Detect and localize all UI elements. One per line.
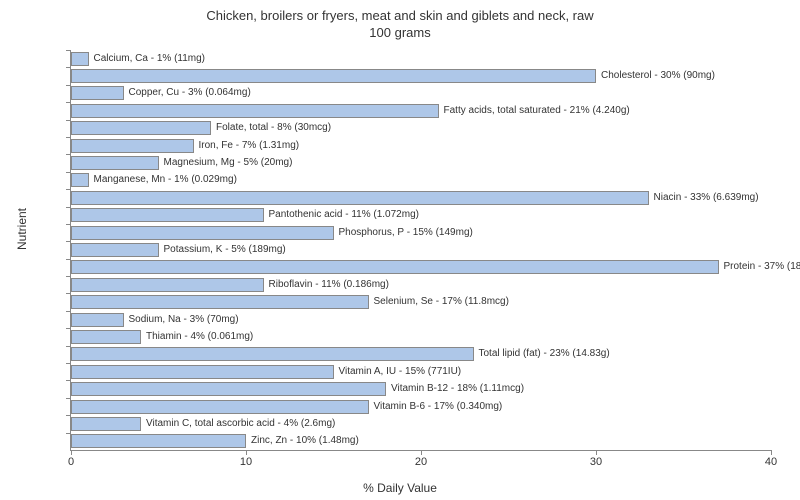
bar xyxy=(71,260,719,274)
bar xyxy=(71,208,264,222)
y-tick-mark xyxy=(66,293,71,294)
x-tick-label: 10 xyxy=(240,456,252,468)
y-tick-mark xyxy=(66,120,71,121)
bar-label: Selenium, Se - 17% (11.8mcg) xyxy=(374,295,509,309)
bar xyxy=(71,69,596,83)
bar-label: Vitamin C, total ascorbic acid - 4% (2.6… xyxy=(146,417,335,431)
bar xyxy=(71,365,334,379)
x-tick-mark xyxy=(771,450,772,455)
title-line-2: 100 grams xyxy=(369,25,430,40)
y-tick-mark xyxy=(66,189,71,190)
bar-label: Magnesium, Mg - 5% (20mg) xyxy=(164,156,293,170)
bar-label: Cholesterol - 30% (90mg) xyxy=(601,69,715,83)
bar xyxy=(71,243,159,257)
y-tick-mark xyxy=(66,50,71,51)
bar-label: Vitamin B-6 - 17% (0.340mg) xyxy=(374,400,503,414)
bar xyxy=(71,86,124,100)
bar xyxy=(71,121,211,135)
y-tick-mark xyxy=(66,259,71,260)
bar-label: Protein - 37% (18.33g) xyxy=(724,260,800,274)
bar xyxy=(71,278,264,292)
bar xyxy=(71,313,124,327)
bar-label: Pantothenic acid - 11% (1.072mg) xyxy=(269,208,419,222)
bar xyxy=(71,104,439,118)
x-tick-label: 20 xyxy=(415,456,427,468)
bar-label: Iron, Fe - 7% (1.31mg) xyxy=(199,139,300,153)
x-tick-label: 40 xyxy=(765,456,777,468)
bar xyxy=(71,347,474,361)
y-tick-mark xyxy=(66,328,71,329)
y-tick-mark xyxy=(66,433,71,434)
title-line-1: Chicken, broilers or fryers, meat and sk… xyxy=(206,8,593,23)
x-tick-mark xyxy=(71,450,72,455)
x-tick-mark xyxy=(596,450,597,455)
bar-label: Copper, Cu - 3% (0.064mg) xyxy=(129,86,251,100)
bar xyxy=(71,52,89,66)
y-tick-mark xyxy=(66,415,71,416)
x-tick-mark xyxy=(246,450,247,455)
y-tick-mark xyxy=(66,363,71,364)
y-tick-mark xyxy=(66,67,71,68)
nutrient-chart: Chicken, broilers or fryers, meat and sk… xyxy=(0,0,800,500)
y-tick-mark xyxy=(66,207,71,208)
y-tick-mark xyxy=(66,398,71,399)
bar-label: Fatty acids, total saturated - 21% (4.24… xyxy=(444,104,630,118)
bar-label: Manganese, Mn - 1% (0.029mg) xyxy=(94,173,237,187)
bar-label: Folate, total - 8% (30mcg) xyxy=(216,121,331,135)
bar-label: Sodium, Na - 3% (70mg) xyxy=(129,313,239,327)
bar xyxy=(71,295,369,309)
bar xyxy=(71,139,194,153)
bar xyxy=(71,330,141,344)
bar-label: Calcium, Ca - 1% (11mg) xyxy=(94,52,206,66)
y-tick-mark xyxy=(66,241,71,242)
bar-label: Phosphorus, P - 15% (149mg) xyxy=(339,226,473,240)
bar xyxy=(71,417,141,431)
y-tick-mark xyxy=(66,224,71,225)
bar xyxy=(71,156,159,170)
y-tick-mark xyxy=(66,311,71,312)
bar-label: Vitamin B-12 - 18% (1.11mcg) xyxy=(391,382,524,396)
y-tick-mark xyxy=(66,102,71,103)
bar-label: Niacin - 33% (6.639mg) xyxy=(654,191,759,205)
y-tick-mark xyxy=(66,380,71,381)
bar xyxy=(71,191,649,205)
bar-label: Riboflavin - 11% (0.186mg) xyxy=(269,278,389,292)
chart-title: Chicken, broilers or fryers, meat and sk… xyxy=(0,0,800,42)
y-tick-mark xyxy=(66,172,71,173)
bar-label: Zinc, Zn - 10% (1.48mg) xyxy=(251,434,359,448)
y-tick-mark xyxy=(66,276,71,277)
bar-label: Potassium, K - 5% (189mg) xyxy=(164,243,286,257)
x-tick-label: 0 xyxy=(68,456,74,468)
bar xyxy=(71,400,369,414)
bar xyxy=(71,226,334,240)
y-tick-mark xyxy=(66,85,71,86)
x-axis-label: % Daily Value xyxy=(363,481,437,495)
plot-area: Calcium, Ca - 1% (11mg) Cholesterol - 30%… xyxy=(70,50,771,451)
bar xyxy=(71,173,89,187)
bar xyxy=(71,382,386,396)
bar-label: Thiamin - 4% (0.061mg) xyxy=(146,330,253,344)
x-tick-mark xyxy=(421,450,422,455)
bar-label: Vitamin A, IU - 15% (771IU) xyxy=(339,365,462,379)
bar-label: Total lipid (fat) - 23% (14.83g) xyxy=(479,347,610,361)
x-tick-label: 30 xyxy=(590,456,602,468)
bar xyxy=(71,434,246,448)
y-tick-mark xyxy=(66,154,71,155)
y-axis-label: Nutrient xyxy=(15,208,29,250)
y-tick-mark xyxy=(66,346,71,347)
y-tick-mark xyxy=(66,137,71,138)
